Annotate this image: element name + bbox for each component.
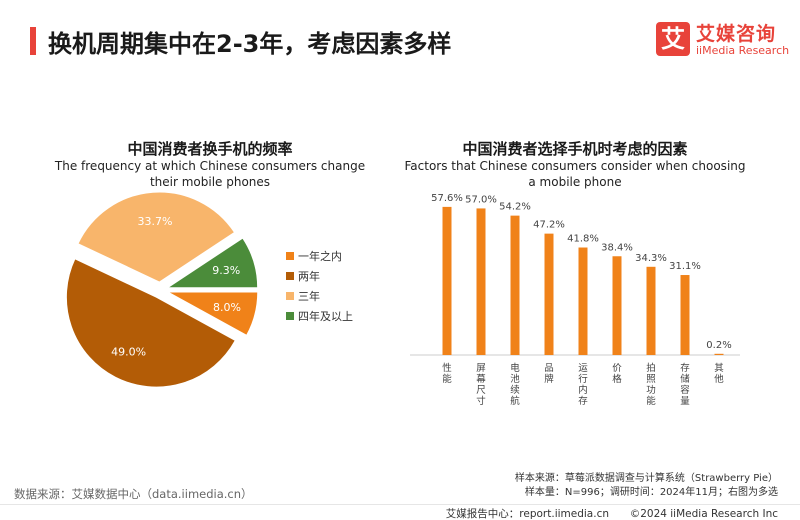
bar-value-label-5: 38.4% — [601, 242, 633, 253]
page-title: 换机周期集中在2-3年，考虑因素多样 — [48, 30, 452, 58]
pie-chart-title: 中国消费者换手机的频率 — [127, 140, 293, 158]
bar-8 — [714, 353, 724, 355]
bar-3 — [544, 233, 554, 355]
sample-info: 样本量：N=996；调研时间：2024年11月；右图为多选 — [524, 487, 778, 498]
bar-chart-subtitle: Factors that Chinese consumers consider … — [404, 159, 746, 189]
pie-slice-label-1: 49.0% — [111, 346, 146, 359]
bar-category-label-4: 运行内存 — [578, 363, 588, 407]
legend-label-3: 四年及以上 — [298, 309, 353, 323]
legend-swatch-0 — [286, 252, 294, 260]
bar-0 — [442, 206, 452, 355]
bar-6 — [646, 266, 656, 355]
bar-7 — [680, 275, 690, 355]
legend-label-2: 三年 — [298, 289, 320, 303]
logo-text-cn: 艾媒咨询 — [696, 23, 777, 45]
bar-category-label-7: 存储容量 — [680, 362, 690, 407]
bar-category-label-1: 屏幕尺寸 — [476, 363, 486, 407]
bar-category-label-3: 品牌 — [544, 363, 554, 385]
legend-swatch-1 — [286, 272, 294, 280]
bar-value-label-4: 41.8% — [567, 234, 599, 245]
bar-2 — [510, 215, 520, 355]
bar-category-label-5: 价格 — [612, 363, 622, 385]
pie-slice-0 — [167, 291, 259, 337]
pie-chart-subtitle: The frequency at which Chinese consumers… — [54, 159, 366, 189]
footer-divider — [0, 504, 800, 505]
bar-1 — [476, 208, 486, 355]
bar-category-label-6: 拍照功能 — [646, 362, 656, 407]
report-center-link[interactable]: 艾媒报告中心：report.iimedia.cn — [445, 508, 610, 520]
legend-label-1: 两年 — [298, 269, 320, 283]
footer-bottom: 艾媒报告中心：report.iimedia.cn ©2024 iiMedia R… — [446, 506, 778, 520]
bar-category-label-8: 其他 — [714, 363, 724, 385]
bar-value-label-8: 0.2% — [706, 340, 731, 351]
bar-value-label-0: 57.6% — [431, 193, 463, 204]
pie-slice-3 — [165, 237, 259, 289]
legend-label-0: 一年之内 — [298, 249, 342, 263]
bar-value-label-1: 57.0% — [465, 194, 497, 205]
pie-slice-2 — [77, 191, 236, 283]
pie-slice-label-2: 33.7% — [138, 215, 173, 228]
bar-value-label-2: 54.2% — [499, 202, 531, 213]
bar-5 — [612, 256, 622, 355]
bar-chart-title: 中国消费者选择手机时考虑的因素 — [462, 140, 688, 158]
sample-source: 样本来源：草莓派数据调查与计算系统（Strawberry Pie） — [514, 473, 778, 484]
logo-mark: 艾 — [656, 22, 690, 56]
copyright: ©2024 iiMedia Research Inc — [629, 508, 778, 520]
data-source: 数据来源：艾媒数据中心（data.iimedia.cn） — [14, 487, 253, 501]
legend-swatch-3 — [286, 312, 294, 320]
sample-notes: 样本来源：草莓派数据调查与计算系统（Strawberry Pie） 样本量：N=… — [515, 472, 778, 500]
legend-swatch-2 — [286, 292, 294, 300]
bar-value-label-7: 31.1% — [669, 261, 701, 272]
bar-chart: 57.6% 性能 57.0% 屏幕尺寸 54.2% 电池续航 47.2% 品牌 41.8% 运行内… — [410, 193, 740, 407]
title-accent-bar — [30, 27, 36, 55]
bar-value-label-6: 34.3% — [635, 253, 667, 264]
pie-slice-1 — [65, 258, 236, 388]
pie-slice-label-0: 8.0% — [213, 301, 241, 314]
bar-value-label-3: 47.2% — [533, 220, 565, 231]
logo-text-en: iiMedia Research — [696, 44, 790, 57]
bar-4 — [578, 247, 588, 355]
iimedia-logo: 艾 艾媒咨询 iiMedia Research — [656, 18, 790, 62]
pie-slice-label-3: 9.3% — [212, 264, 240, 277]
bar-category-label-0: 性能 — [442, 362, 452, 385]
bar-category-label-2: 电池续航 — [510, 362, 520, 407]
